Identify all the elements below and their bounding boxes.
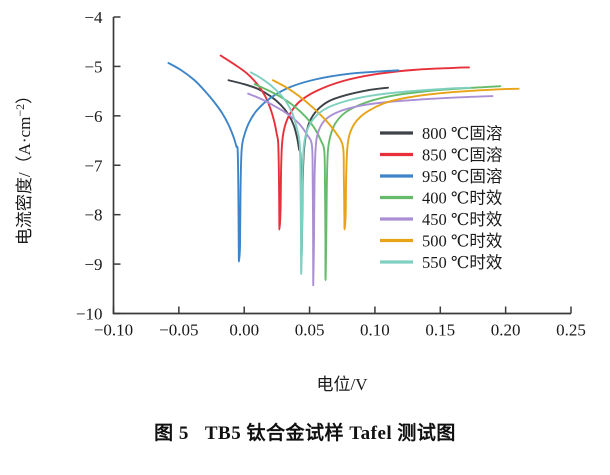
legend-label-2: 850 ℃固溶 — [422, 146, 502, 165]
y-tick-label: −10 — [76, 305, 103, 324]
y-tick-label: −8 — [84, 206, 102, 225]
legend-label-5: 450 ℃时效 — [422, 210, 502, 229]
curve-1 — [227, 79, 389, 261]
figure-caption: 图 5 TB5 钛合金试样 Tafel 测试图 — [0, 418, 610, 445]
y-tick-label: −5 — [84, 57, 102, 76]
legend: 800 ℃固溶 850 ℃固溶 950 ℃固溶 400 ℃时效 450 ℃时效 500 ℃… — [380, 124, 502, 272]
y-tick-label: −7 — [84, 156, 103, 175]
x-tick-label: 0.00 — [229, 321, 259, 340]
legend-label-6: 500 ℃时效 — [422, 232, 502, 251]
y-tick-label: −4 — [84, 8, 103, 27]
curve-4 — [253, 83, 502, 281]
data-curves — [167, 54, 520, 287]
legend-label-4: 400 ℃时效 — [422, 189, 502, 208]
legend-label-7: 550 ℃时效 — [422, 253, 502, 272]
axis-lines — [112, 17, 571, 315]
caption-text: TB5 钛合金试样 Tafel 测试图 — [204, 423, 456, 444]
y-tick-label: −9 — [84, 255, 102, 274]
x-axis-title: 电位/V — [317, 375, 369, 394]
x-axis-ticks — [112, 306, 572, 314]
curve-6 — [272, 79, 520, 231]
x-tick-label: 0.05 — [295, 321, 325, 340]
legend-label-3: 950 ℃固溶 — [422, 167, 502, 186]
y-axis-ticks — [113, 16, 121, 315]
x-tick-label: 0.25 — [556, 321, 586, 340]
curve-3 — [167, 62, 400, 263]
legend-label-1: 800 ℃固溶 — [422, 124, 502, 143]
tafel-chart: −0.10 −0.05 0.00 0.05 0.10 0.15 0.20 0.25 −4−5−… — [13, 8, 586, 394]
curve-2 — [219, 54, 470, 231]
x-tick-label: −0.10 — [94, 321, 133, 340]
x-tick-labels: −0.10 −0.05 0.00 0.05 0.10 0.15 0.20 0.25 — [94, 321, 586, 340]
y-axis-title: 电流密度/（A·cm−2） — [13, 87, 34, 245]
x-tick-label: −0.05 — [159, 321, 198, 340]
y-tick-label: −6 — [84, 107, 102, 126]
x-tick-label: 0.10 — [360, 321, 390, 340]
x-tick-label: 0.15 — [425, 321, 455, 340]
x-tick-label: 0.20 — [491, 321, 521, 340]
curve-5 — [247, 92, 494, 287]
y-tick-labels: −4 −5 −6 −7 −8 −9 −10 — [76, 8, 103, 324]
caption-number: 图 5 — [154, 423, 189, 444]
curve-7 — [249, 71, 472, 275]
axes — [112, 16, 572, 315]
